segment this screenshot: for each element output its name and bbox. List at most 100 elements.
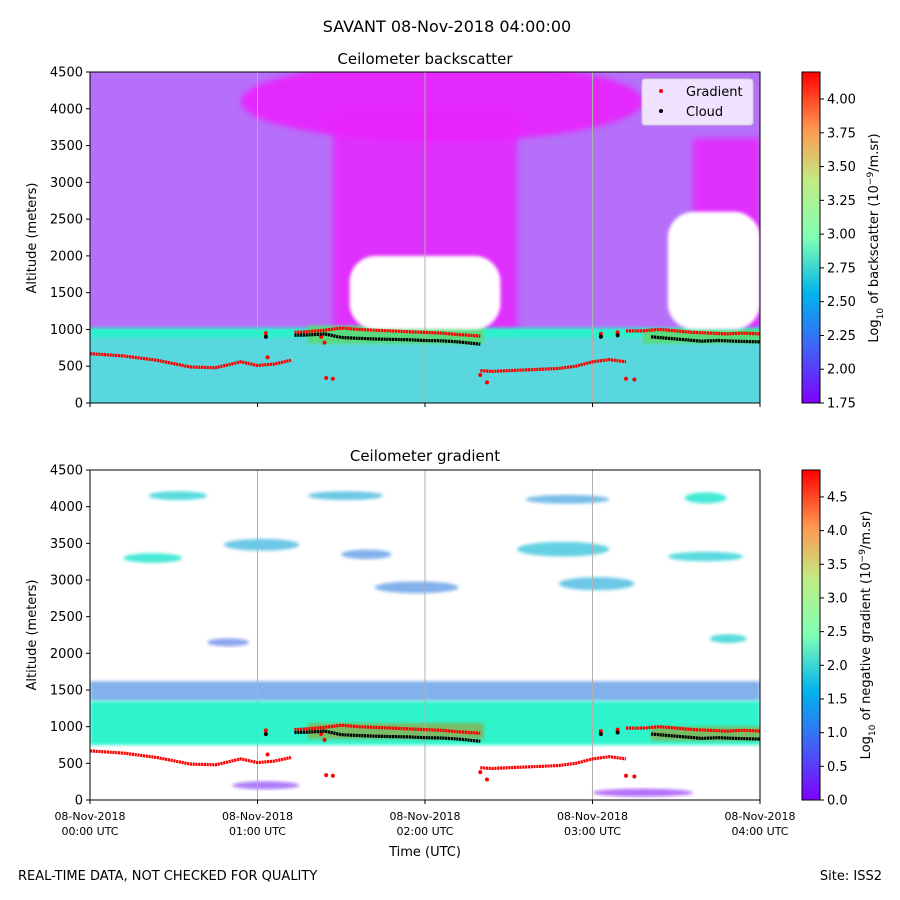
cloud-point (598, 732, 603, 736)
gradient-trace (626, 327, 760, 336)
colorbar-b (801, 469, 821, 801)
gradient-patch (307, 491, 384, 501)
cloud-point (615, 730, 620, 735)
gradient-patch (684, 492, 727, 504)
gradient-point (624, 376, 628, 381)
colorbar-tick-label: 3.75 (827, 126, 856, 141)
y-tick-label: 500 (58, 360, 83, 375)
colorbar-tick-label: 3.50 (827, 160, 856, 175)
cloud-trace (294, 729, 481, 743)
panel-b-axes: 0 500 1000 1500 2000 2500 3000 3500 4000 4500 08-N… (50, 464, 796, 839)
gradient-trace (90, 352, 292, 370)
panel-a-axes: 0 500 1000 1500 2000 2500 3000 3500 4000 4500 (50, 66, 761, 412)
colorbar-tick-label: 1.5 (827, 692, 848, 707)
y-tick-label: 0 (75, 397, 83, 412)
colorbar-tick-label: 2.75 (827, 261, 856, 276)
y-tick-label: 2500 (50, 213, 83, 228)
panel-a-legend: Gradient Cloud (641, 78, 754, 126)
x-tick-label-time: 04:00 UTC (731, 825, 788, 838)
gradient-point (632, 377, 637, 382)
x-tick-label-time: 00:00 UTC (61, 825, 118, 838)
panel-b-plot-area (90, 470, 760, 800)
gradient-patch (207, 638, 250, 647)
colorbar-tick-label: 4.5 (827, 490, 848, 505)
gradient-patch (123, 553, 183, 563)
cloud-point (598, 334, 603, 339)
gradient-patch (592, 788, 693, 797)
x-tick-label-time: 01:00 UTC (229, 825, 286, 838)
cloud-point (615, 333, 620, 338)
y-tick-label: 4000 (50, 500, 83, 515)
colorbar-tick-label: 3.5 (827, 558, 848, 573)
panel-a-title: Ceilometer backscatter (337, 50, 513, 68)
legend-cloud-label: Cloud (686, 105, 723, 120)
gradient-point (319, 334, 324, 339)
gradient-point (324, 773, 329, 778)
cloud-point (263, 732, 268, 736)
colorbar-b-label-mid: of negative gradient (10 (859, 562, 874, 724)
gradient-patch (224, 538, 300, 551)
colorbar-tick-label: 3.25 (827, 194, 856, 209)
y-tick-label: 1000 (50, 323, 83, 338)
colorbar-tick-label: 0.0 (827, 794, 848, 809)
gradient-point (478, 373, 483, 378)
x-tick-label-date: 08-Nov-2018 (389, 810, 460, 823)
gradient-trace (294, 326, 481, 338)
gradient-patch (232, 781, 300, 790)
gradient-patch (374, 581, 459, 594)
colorbar-a (801, 71, 821, 404)
gradient-point (330, 773, 335, 778)
y-tick-label: 4000 (50, 102, 83, 117)
gradient-point (263, 331, 268, 336)
gradient-point (263, 728, 268, 733)
colorbar-tick-label: 2.0 (827, 659, 848, 674)
panel-b-ylabel: Altitude (meters) (25, 580, 40, 691)
gradient-patch (525, 494, 610, 504)
colorbar-tick-label: 0.5 (827, 760, 848, 775)
colorbar-b-label-post: /m.sr) (859, 511, 874, 549)
gradient-patch (667, 551, 744, 562)
x-tick-label-time: 03:00 UTC (564, 825, 621, 838)
colorbar-a-label-pre: Log (867, 319, 882, 342)
footer-quality-note: REAL-TIME DATA, NOT CHECKED FOR QUALITY (18, 869, 318, 884)
panel-b-xlabel: Time (UTC) (388, 845, 461, 860)
x-tick-label-date: 08-Nov-2018 (222, 810, 293, 823)
colorbar-tick-label: 4.0 (827, 524, 848, 539)
gradient-patch (341, 549, 392, 560)
gradient-point (615, 330, 620, 335)
gradient-trace (90, 749, 292, 767)
panel-b-title: Ceilometer gradient (350, 447, 500, 465)
legend-cloud-marker (659, 109, 663, 113)
gradient-trace (480, 358, 627, 373)
colorbar-a-label-mid: of backscatter (10 (867, 185, 882, 308)
cloud-trace (650, 335, 760, 344)
cloud-point (263, 334, 268, 339)
gradient-patch (148, 491, 208, 501)
gradient-trace (480, 755, 627, 771)
colorbar-tick-label: 2.00 (827, 363, 856, 378)
colorbar-a-ticks: 1.75 2.00 2.25 2.50 2.75 3.00 3.25 3.50 3.75 4.00 (820, 93, 856, 412)
colorbar-b-label: Log10 of negative gradient (10−9/m.sr) (858, 511, 878, 760)
y-tick-label: 3500 (50, 537, 83, 552)
gradient-point (484, 380, 489, 385)
gradient-point (322, 340, 327, 345)
saturated-region (667, 211, 760, 330)
legend-gradient-label: Gradient (686, 85, 743, 100)
gradient-point (598, 331, 603, 336)
gradient-patch (517, 541, 610, 557)
gradient-patch (709, 634, 747, 644)
y-tick-label: 1000 (50, 720, 83, 735)
colorbar-tick-label: 3.00 (827, 228, 856, 243)
y-tick-label: 4500 (50, 464, 83, 479)
y-tick-label: 0 (75, 794, 83, 809)
colorbar-tick-label: 2.25 (827, 329, 856, 344)
gradient-point (265, 752, 270, 757)
colorbar-a-label-post: /m.sr) (867, 133, 882, 171)
y-tick-label: 3500 (50, 139, 83, 154)
colorbar-tick-label: 4.00 (827, 93, 856, 108)
colorbar-a-label: Log10 of backscatter (10−9/m.sr) (866, 133, 886, 342)
colorbar-tick-label: 2.5 (827, 625, 848, 640)
legend-box (641, 78, 754, 126)
y-tick-label: 4500 (50, 66, 83, 81)
